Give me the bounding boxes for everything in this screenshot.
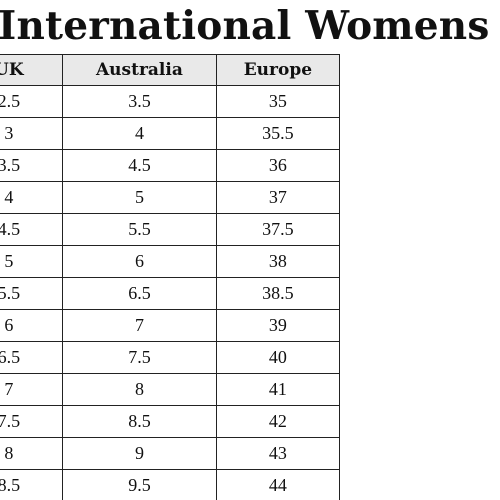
table-row: 75638	[0, 245, 341, 278]
cell-europe: 41	[215, 373, 341, 406]
cell-uk: 8	[0, 437, 64, 470]
cell-uk: 4.5	[0, 213, 64, 246]
table-row: 8.56.57.540	[0, 341, 341, 374]
table-row: 108943	[0, 437, 341, 470]
column-header-europe: Europe	[215, 54, 341, 86]
cell-australia: 6.5	[62, 277, 217, 310]
cell-australia: 3.5	[62, 85, 217, 118]
cell-australia: 5.5	[62, 213, 217, 246]
cell-europe: 43	[215, 437, 341, 470]
cell-uk: 8.5	[0, 469, 64, 500]
cell-australia: 7	[62, 309, 217, 342]
cell-europe: 36	[215, 149, 341, 182]
size-conversion-table: USUKAustraliaEurope 4.52.53.53553435.55.…	[0, 54, 341, 500]
cell-australia: 5	[62, 181, 217, 214]
table-row: 10.58.59.544	[0, 469, 341, 500]
cell-europe: 38.5	[215, 277, 341, 310]
cell-uk: 6.5	[0, 341, 64, 374]
chart-title: International Womens Shoe Conversion Cha…	[0, 3, 500, 49]
cell-europe: 38	[215, 245, 341, 278]
column-header-australia: Australia	[62, 54, 217, 86]
cell-europe: 35.5	[215, 117, 341, 150]
cell-europe: 37	[215, 181, 341, 214]
cell-uk: 2.5	[0, 85, 64, 118]
cell-europe: 35	[215, 85, 341, 118]
table-row: 4.52.53.535	[0, 85, 341, 118]
table-row: 86739	[0, 309, 341, 342]
table-row: 9.57.58.542	[0, 405, 341, 438]
cell-uk: 3.5	[0, 149, 64, 182]
table-row: 7.55.56.538.5	[0, 277, 341, 310]
cell-uk: 3	[0, 117, 64, 150]
cell-europe: 39	[215, 309, 341, 342]
cell-uk: 5.5	[0, 277, 64, 310]
cell-australia: 9	[62, 437, 217, 470]
cell-europe: 40	[215, 341, 341, 374]
table-header-row: USUKAustraliaEurope	[0, 54, 341, 86]
cell-uk: 6	[0, 309, 64, 342]
table-row: 5.53.54.536	[0, 149, 341, 182]
column-header-uk: UK	[0, 54, 64, 86]
cell-uk: 7	[0, 373, 64, 406]
cell-uk: 7.5	[0, 405, 64, 438]
cell-europe: 44	[215, 469, 341, 500]
cell-australia: 6	[62, 245, 217, 278]
cell-australia: 8	[62, 373, 217, 406]
cell-australia: 9.5	[62, 469, 217, 500]
table-row: 97841	[0, 373, 341, 406]
cell-australia: 8.5	[62, 405, 217, 438]
table-row: 6.54.55.537.5	[0, 213, 341, 246]
cell-uk: 4	[0, 181, 64, 214]
cell-europe: 42	[215, 405, 341, 438]
cell-uk: 5	[0, 245, 64, 278]
cell-australia: 4.5	[62, 149, 217, 182]
cell-europe: 37.5	[215, 213, 341, 246]
cell-australia: 4	[62, 117, 217, 150]
cell-australia: 7.5	[62, 341, 217, 374]
